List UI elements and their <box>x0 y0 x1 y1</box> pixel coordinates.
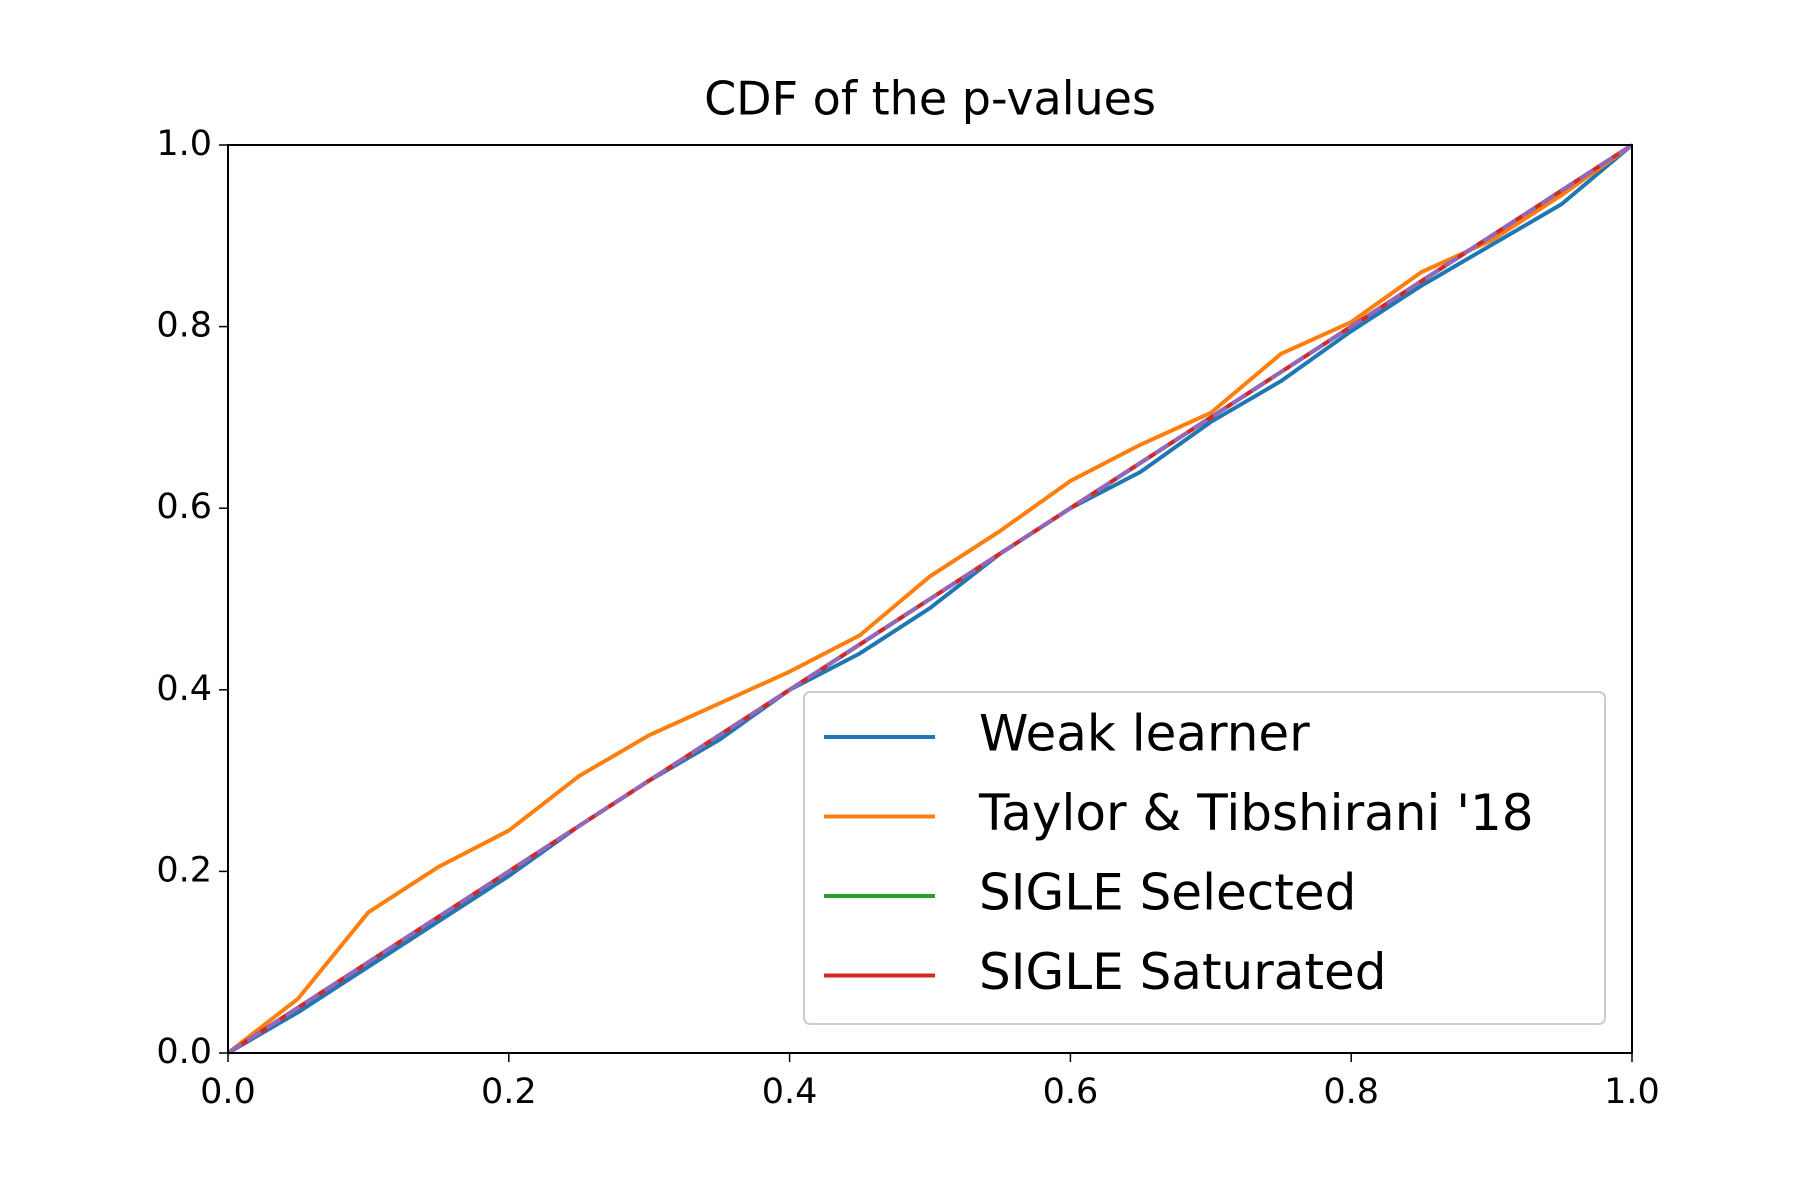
series-line <box>226 143 1634 1055</box>
x-tick-label: 0.8 <box>1323 1072 1379 1112</box>
series-line <box>226 143 1634 1055</box>
legend-label: SIGLE Saturated <box>979 943 1387 1001</box>
x-tick-label: 0.4 <box>762 1072 818 1112</box>
y-tick-label: 1.0 <box>156 124 212 164</box>
series-line <box>226 143 1634 1055</box>
y-tick-label: 0.0 <box>156 1032 212 1072</box>
legend-label: Taylor & Tibshirani '18 <box>978 784 1534 842</box>
y-tick-label: 0.2 <box>156 850 212 890</box>
x-tick-label: 0.2 <box>481 1072 537 1112</box>
x-tick-label: 1.0 <box>1604 1072 1660 1112</box>
x-tick-label: 0.0 <box>200 1072 256 1112</box>
plot-frame <box>227 144 1633 1054</box>
y-tick-label: 0.6 <box>156 487 212 527</box>
x-tick-label: 0.6 <box>1043 1072 1099 1112</box>
chart-title: CDF of the p-values <box>704 72 1156 126</box>
legend-label: Weak learner <box>979 705 1310 763</box>
y-tick-label: 0.8 <box>156 306 212 346</box>
legend-box <box>803 691 1606 1025</box>
legend: Weak learner Taylor & Tibshirani '18 SIGLE… <box>803 691 1606 1025</box>
y-tick-label: 0.4 <box>156 669 212 709</box>
legend-label: SIGLE Selected <box>979 864 1356 922</box>
